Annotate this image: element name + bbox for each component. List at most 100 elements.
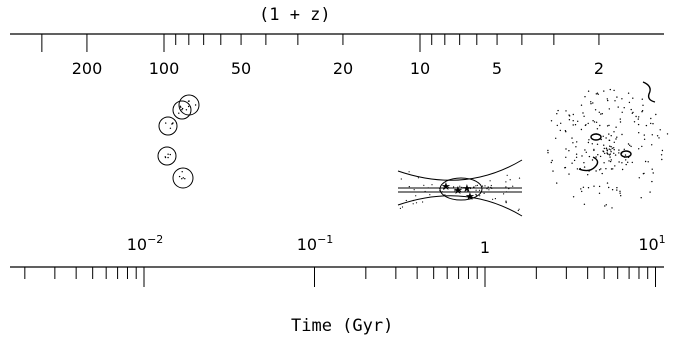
top-tick-label: 100 [148,59,180,78]
disk-star-dot [431,184,433,186]
cluster-galaxy-dot [565,148,567,150]
cluster-galaxy-dot [652,123,654,125]
disk-star-dot [459,185,461,187]
cluster-galaxy-dot [598,192,601,194]
cluster-galaxy-dot [632,97,634,99]
cluster-galaxy-dot [575,156,578,158]
cluster-galaxy-dot [645,124,648,127]
bottom-tick-label: 10−2 [127,234,164,253]
cluster-galaxy-dot [557,109,559,112]
cluster-galaxy-dot [572,113,574,116]
clump-star-dot [181,109,183,111]
disk-star-dot [429,194,431,196]
disk-star-dot [461,186,463,188]
disk-star-dot [454,190,456,192]
star-marker: ★ [465,190,475,203]
disk-star-dot [509,179,511,181]
disk-star-dot [459,189,461,192]
cluster-galaxy-dot [643,138,646,140]
cluster-galaxy-dot [550,161,552,164]
disk-star-dot [408,171,410,173]
cluster-galaxy-dot [598,185,601,188]
cluster-galaxy-dot [611,147,613,149]
disk-star-dot [422,201,424,203]
tick-base: 10 [296,235,318,254]
cluster-galaxy-dot [572,196,575,198]
disk-star-dot [424,190,426,193]
star-marker: ★ [462,182,472,195]
cluster-galaxy-dot [595,170,597,172]
cluster-galaxy-dot [594,109,597,111]
subclump-circle [157,146,177,166]
cluster-galaxy-dot [582,186,585,188]
clump-star-dot [184,178,186,180]
cluster-galaxy-dot [587,174,589,176]
cluster-galaxy-dot [583,203,586,205]
arc-shape [578,156,599,172]
disk-star-dot [518,177,521,179]
clump-star-dot [167,156,169,159]
cluster-galaxy-dot [656,135,659,137]
bottom-axis [10,266,664,287]
cluster-galaxy-dot [608,148,610,150]
cluster-galaxy-dot [575,146,577,148]
cluster-galaxy-dot [610,149,612,151]
cluster-galaxy-dot [588,155,591,158]
cluster-galaxy-dot [619,190,621,192]
disk-star-dot [423,184,425,186]
cluster-galaxy-dot [598,111,600,114]
cluster-galaxy-dot [577,120,579,123]
cluster-galaxy-dot [630,108,632,111]
cluster-galaxy-dot [621,111,623,114]
star-marker: ★ [441,180,451,193]
cluster-galaxy-dot [606,125,609,127]
top-tick-label: 200 [71,59,103,78]
cluster-galaxy-dot [601,172,603,175]
disk-star-dot [413,189,415,191]
disk-star-dot [439,187,441,189]
cluster-galaxy-dot [560,122,562,125]
cluster-galaxy-ellipse [590,133,602,141]
cluster-galaxy-dot [572,142,574,144]
tick-exponent: −2 [147,233,164,246]
present-day-cluster-illustration [547,81,669,209]
cluster-galaxy-dot [599,124,601,127]
disk-star-dot [415,202,418,204]
cluster-galaxy-dot [610,146,612,148]
cluster-galaxy-dot [609,145,611,147]
disk-star-dot [483,192,485,194]
cluster-galaxy-dot [619,192,621,194]
cluster-galaxy-dot [651,134,653,136]
cluster-galaxy-dot [603,144,605,146]
tick-exponent: 1 [658,233,666,246]
disk-star-dot [503,193,505,195]
cluster-galaxy-dot [629,144,631,146]
clump-star-dot [182,177,184,179]
cluster-galaxy-dot [595,121,598,124]
clump-star-dot [171,123,173,125]
cluster-galaxy-dot [609,156,611,158]
cluster-galaxy-dot [575,153,578,155]
cluster-galaxy-dot [615,138,617,140]
cluster-galaxy-dot [571,162,573,164]
top-tick-label: 5 [491,59,503,78]
clump-star-dot [181,107,184,110]
disk-star-dot [412,203,414,205]
cluster-galaxy-dot [631,161,633,164]
disk-star-dot [443,187,445,189]
cluster-galaxy-dot [621,162,623,164]
disk-star-dot [427,187,429,189]
clump-star-dot [169,153,171,156]
cluster-galaxy-dot [605,147,608,150]
cluster-galaxy-dot [600,168,602,170]
cluster-galaxy-dot [606,149,608,151]
clump-star-dot [181,178,183,180]
cluster-galaxy-dot [613,147,615,149]
disk-stars [399,171,521,212]
clump-star-dot [194,104,197,106]
tick-exponent: −1 [317,233,334,246]
cluster-galaxy-dot [603,147,605,150]
cluster-galaxy-dot [599,155,602,158]
cluster-galaxy-dot [616,96,618,98]
cluster-galaxy-dot [596,143,599,145]
